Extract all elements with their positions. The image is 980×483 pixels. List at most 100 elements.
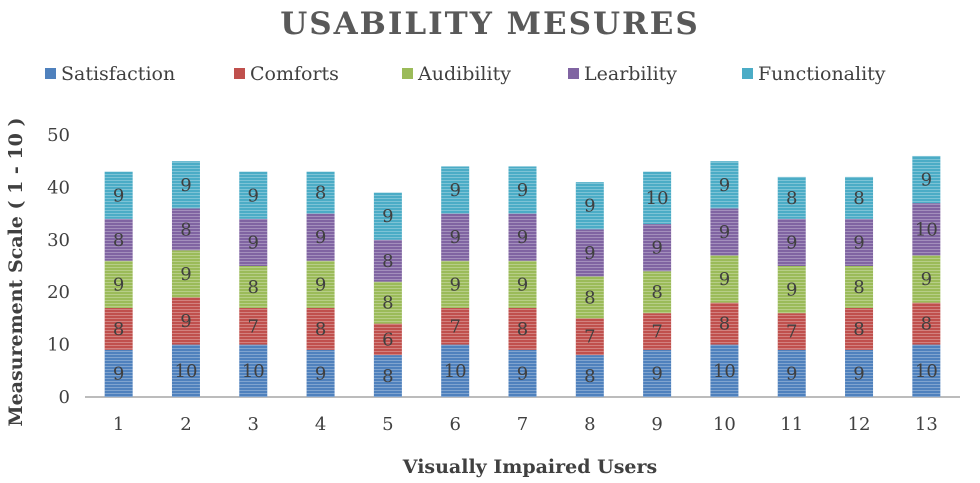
data-label: 8: [113, 230, 124, 251]
data-label: 8: [584, 287, 595, 308]
bar-segment-texture: [575, 229, 604, 277]
bar-segment-texture: [643, 171, 672, 225]
data-label: 9: [584, 243, 595, 264]
data-label: 7: [449, 316, 460, 337]
bar-segment-texture: [373, 239, 402, 282]
bar-stack-user-6: 10 7 9 9 9: [441, 166, 470, 397]
data-label: 10: [242, 361, 265, 382]
bar-segment-texture: [912, 155, 941, 204]
data-label: 9: [517, 274, 528, 295]
data-label: 9: [517, 227, 528, 248]
bar-segment-texture: [912, 255, 941, 303]
data-label: 9: [853, 363, 864, 384]
x-tick-label: 11: [780, 414, 803, 435]
data-label: 9: [180, 175, 191, 196]
bar-segment-texture: [306, 307, 335, 350]
x-axis-title: Visually Impaired Users: [402, 456, 657, 478]
data-label: 8: [719, 314, 730, 335]
data-label: 9: [449, 227, 460, 248]
bar-segment-texture: [373, 281, 402, 324]
data-label: 7: [584, 327, 595, 348]
bar-segment-texture: [171, 161, 200, 209]
bar-segment-texture: [575, 276, 604, 319]
data-label: 8: [853, 277, 864, 298]
bar-segment-texture: [104, 260, 133, 308]
bar-segment-texture: [508, 213, 537, 261]
bar-segment-texture: [306, 349, 335, 397]
bar-stack-user-2: 10 9 9 8 9: [171, 161, 200, 397]
bar-segment-texture: [845, 307, 874, 350]
bar-segment-texture: [441, 344, 470, 397]
data-label: 8: [651, 282, 662, 303]
bar-segment-texture: [643, 271, 672, 314]
data-label: 8: [315, 319, 326, 340]
bar-segment-texture: [171, 208, 200, 251]
data-label: 9: [517, 180, 528, 201]
bar-segment-texture: [508, 349, 537, 397]
data-label: 10: [915, 219, 938, 240]
bar-segment-texture: [508, 307, 537, 350]
bar-segment-texture: [912, 344, 941, 397]
x-tick-label: 5: [382, 414, 393, 435]
y-axis-title: Measurement Scale ( 1 - 10 ): [5, 118, 27, 427]
x-tick-label: 12: [848, 414, 871, 435]
data-label: 8: [180, 219, 191, 240]
bar-stack-user-10: 10 8 9 9 9: [710, 161, 739, 397]
bar-stack-user-13: 10 8 9 10 9: [912, 155, 941, 397]
bar-segment-texture: [508, 260, 537, 308]
bar-segment-texture: [777, 176, 806, 219]
data-label: 9: [719, 269, 730, 290]
legend-label-functionality: Functionality: [758, 63, 886, 85]
data-label: 8: [315, 183, 326, 204]
bar-segment-texture: [239, 218, 268, 266]
legend-label-audibility: Audibility: [417, 63, 511, 85]
x-tick-label: 7: [517, 414, 528, 435]
data-label: 9: [853, 232, 864, 253]
bar-segment-texture: [643, 224, 672, 272]
x-tick-label: 8: [584, 414, 595, 435]
y-tick-label: 20: [47, 282, 70, 303]
data-label: 9: [719, 175, 730, 196]
bar-segment-texture: [710, 344, 739, 397]
data-label: 8: [517, 319, 528, 340]
bar-segment-texture: [710, 161, 739, 209]
bar-segment-texture: [171, 297, 200, 345]
x-tick-label: 1: [113, 414, 124, 435]
data-label: 9: [315, 274, 326, 295]
bar-segment-texture: [643, 349, 672, 397]
data-label: 8: [382, 251, 393, 272]
data-label: 7: [786, 322, 797, 343]
bar-segment-texture: [373, 323, 402, 356]
bar-segment-texture: [373, 192, 402, 240]
data-label: 9: [921, 170, 932, 191]
data-label: 8: [382, 366, 393, 387]
y-tick-label: 40: [47, 177, 70, 198]
data-label: 10: [444, 361, 467, 382]
data-label: 9: [113, 185, 124, 206]
bar-segment-texture: [239, 171, 268, 219]
bar-stack-user-8: 8 7 8 9 9: [575, 182, 604, 397]
bar-segment-texture: [643, 313, 672, 350]
legend-label-satisfaction: Satisfaction: [61, 63, 175, 85]
bar-segment-texture: [845, 218, 874, 266]
bar-segment-texture: [710, 208, 739, 256]
bar-segment-texture: [171, 344, 200, 397]
y-tick-label: 10: [47, 335, 70, 356]
bar-stack-user-11: 9 7 9 9 8: [777, 176, 806, 397]
bar-segment-texture: [104, 349, 133, 397]
data-label: 9: [449, 180, 460, 201]
data-label: 9: [449, 274, 460, 295]
data-label: 9: [113, 363, 124, 384]
x-tick-label: 6: [449, 414, 460, 435]
data-label: 9: [315, 227, 326, 248]
legend-swatch-learbility: [568, 68, 579, 79]
bar-segment-texture: [239, 344, 268, 397]
bar-segment-texture: [710, 255, 739, 303]
x-tick-label: 4: [315, 414, 326, 435]
bar-stack-user-9: 9 7 8 9 10: [643, 171, 672, 397]
bar-segment-texture: [239, 266, 268, 308]
bar-segment-texture: [441, 307, 470, 345]
y-tick-label: 0: [59, 387, 70, 408]
data-label: 8: [853, 188, 864, 209]
